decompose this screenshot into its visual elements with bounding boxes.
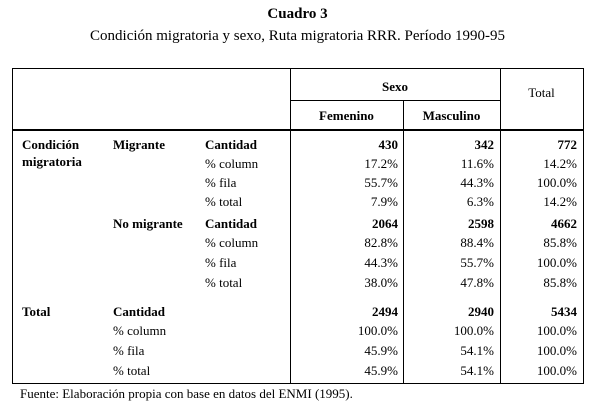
cell: 342 <box>474 137 495 152</box>
cell: 85.8% <box>543 235 577 250</box>
cell: 100.0% <box>357 323 398 338</box>
cell: 100.0% <box>536 343 577 358</box>
cell: 772 <box>557 137 578 152</box>
row-measure: Cantidad <box>205 216 258 231</box>
border <box>403 100 404 384</box>
group-label: Migrante <box>113 137 165 152</box>
border <box>290 68 291 384</box>
cell: 14.2% <box>543 156 577 171</box>
cell: 100.0% <box>536 175 577 190</box>
border <box>290 100 500 101</box>
cell: 55.7% <box>460 255 494 270</box>
header-group: Sexo <box>382 79 408 94</box>
cell: 430 <box>378 137 399 152</box>
section-label: Total <box>22 304 51 319</box>
cell: 55.7% <box>364 175 398 190</box>
border <box>12 68 584 69</box>
cell: 88.4% <box>460 235 494 250</box>
cell: 44.3% <box>460 175 494 190</box>
header-column: Masculino <box>422 108 481 123</box>
cell: 2940 <box>468 304 494 319</box>
row-measure: Cantidad <box>113 304 166 319</box>
border <box>500 68 501 384</box>
cell: 44.3% <box>364 255 398 270</box>
group-label: No migrante <box>113 216 183 231</box>
cell: 100.0% <box>536 363 577 378</box>
section-label: Condición migratoria <box>22 137 82 169</box>
cell: 6.3% <box>466 194 494 209</box>
row-measure: % column <box>205 235 259 250</box>
cell: 7.9% <box>370 194 398 209</box>
cell: 2598 <box>468 216 494 231</box>
cell: 4662 <box>551 216 577 231</box>
row-measure: % total <box>205 194 243 209</box>
cell: 45.9% <box>364 343 398 358</box>
cell: 47.8% <box>460 275 494 290</box>
cell: 2064 <box>372 216 398 231</box>
title: Cuadro 3 <box>267 6 328 22</box>
cell: 85.8% <box>543 275 577 290</box>
border <box>12 383 584 384</box>
row-measure: % fila <box>205 255 237 270</box>
cell: 14.2% <box>543 194 577 209</box>
footer: Fuente: Elaboración propia con base en d… <box>20 386 353 401</box>
cell: 17.2% <box>364 156 398 171</box>
cell: 54.1% <box>460 343 494 358</box>
row-measure: % column <box>113 323 167 338</box>
border <box>12 129 584 131</box>
cell: 38.0% <box>364 275 398 290</box>
row-measure: Cantidad <box>205 137 258 152</box>
row-measure: % fila <box>113 343 145 358</box>
cell: 5434 <box>551 304 577 319</box>
cell: 100.0% <box>453 323 494 338</box>
cell: 54.1% <box>460 363 494 378</box>
cell: 45.9% <box>364 363 398 378</box>
cell: 2494 <box>372 304 398 319</box>
header-column: Femenino <box>319 108 374 123</box>
subtitle: Condición migratoria y sexo, Ruta migrat… <box>90 28 505 44</box>
cell: 82.8% <box>364 235 398 250</box>
cell: 100.0% <box>536 323 577 338</box>
row-measure: % fila <box>205 175 237 190</box>
border <box>12 68 13 384</box>
cell: 100.0% <box>536 255 577 270</box>
cell: 11.6% <box>460 156 494 171</box>
row-measure: % total <box>205 275 243 290</box>
row-measure: % total <box>113 363 151 378</box>
border <box>583 68 584 384</box>
header-total: Total <box>528 85 555 100</box>
row-measure: % column <box>205 156 259 171</box>
